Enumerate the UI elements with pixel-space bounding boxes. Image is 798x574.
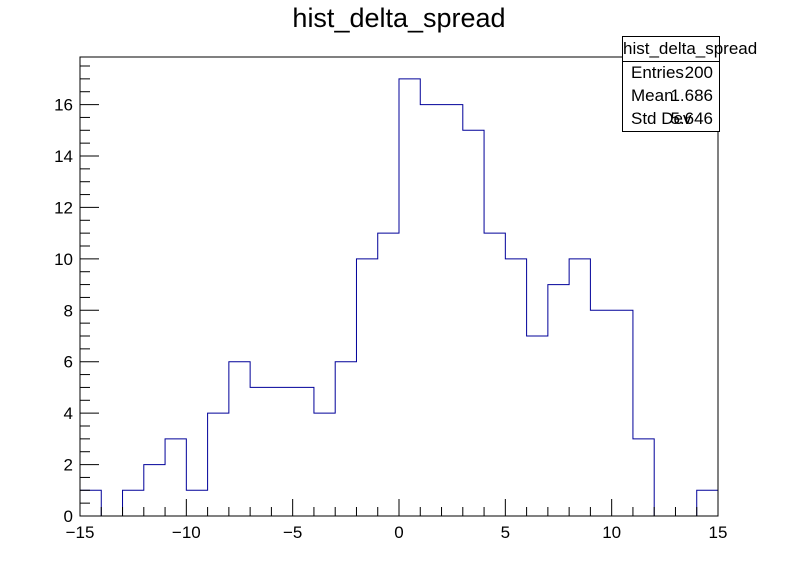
histogram-bin: [144, 465, 165, 516]
histogram-bin: [527, 336, 548, 516]
y-tick-label: 2: [64, 456, 73, 475]
histogram-bin: [569, 259, 590, 516]
histogram-bin: [548, 285, 569, 516]
histogram-bin: [378, 233, 399, 516]
x-tick-label: −5: [283, 523, 302, 542]
y-tick-label: 12: [54, 198, 73, 217]
x-tick-label: −10: [172, 523, 201, 542]
stats-box: hist_delta_spread Entries 200 Mean 1.686…: [622, 36, 757, 132]
stats-mean-label: Mean: [631, 86, 674, 105]
x-tick-label: −15: [66, 523, 95, 542]
stats-row-entries: Entries 200: [631, 62, 713, 84]
stats-row-stddev: Std Dev 5.646: [631, 108, 713, 130]
histogram-outline: [79, 78, 719, 517]
stats-row-mean: Mean 1.686: [631, 85, 713, 107]
x-tick-label: 0: [394, 523, 403, 542]
stats-entries-label: Entries: [631, 63, 684, 82]
histogram-bin: [314, 413, 335, 516]
x-tick-label: 15: [709, 523, 728, 542]
histogram-bin: [590, 310, 611, 516]
histogram-bin: [505, 259, 526, 516]
histogram-bin: [208, 413, 229, 516]
histogram-bin: [123, 490, 144, 516]
y-tick-label: 4: [64, 404, 73, 423]
stats-stddev-label: Std Dev: [631, 109, 692, 128]
histogram-bin: [463, 130, 484, 516]
stats-entries-value: 200: [684, 63, 713, 82]
stats-mean-value: 1.686: [670, 86, 713, 105]
histogram-bin: [420, 105, 441, 516]
y-tick-label: 10: [54, 250, 73, 269]
histogram-bin: [250, 387, 271, 516]
y-tick-label: 0: [64, 507, 73, 526]
y-tick-label: 6: [64, 353, 73, 372]
histogram-bin: [229, 362, 250, 516]
y-tick-label: 14: [54, 147, 73, 166]
y-tick-label: 8: [64, 301, 73, 320]
histogram-bin: [335, 362, 356, 516]
histogram-bin: [633, 439, 654, 516]
stats-stddev-value: 5.646: [670, 109, 713, 128]
histogram-bin: [612, 310, 633, 516]
histogram-bin: [271, 387, 292, 516]
x-tick-label: 5: [501, 523, 510, 542]
y-tick-label: 16: [54, 96, 73, 115]
histogram-bin: [293, 387, 314, 516]
histogram-bin: [442, 105, 463, 516]
stats-box-title: hist_delta_spread: [623, 37, 757, 62]
histogram-bin: [484, 233, 505, 516]
histogram-bin: [697, 490, 718, 516]
x-tick-label: 10: [602, 523, 621, 542]
histogram-bin: [165, 439, 186, 516]
histogram-bin: [356, 259, 377, 516]
chart-title: hist_delta_spread: [292, 3, 506, 33]
histogram-bin: [186, 490, 207, 516]
histogram-bin: [399, 79, 420, 516]
